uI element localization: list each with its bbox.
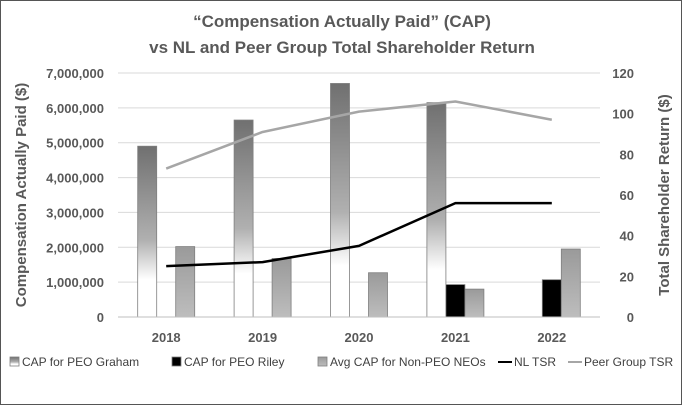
y-right-tick-label: 100 bbox=[612, 107, 634, 122]
y-right-tick-label: 80 bbox=[620, 147, 634, 162]
y-axis-left-label: Compensation Actually Paid ($) bbox=[13, 83, 30, 307]
y-right-tick-label: 20 bbox=[620, 269, 634, 284]
legend-label: NL TSR bbox=[514, 355, 556, 369]
legend-label: CAP for PEO Riley bbox=[184, 355, 284, 369]
bars bbox=[137, 83, 581, 318]
x-tick-label: 2020 bbox=[345, 330, 374, 345]
y-left-tick-label: 2,000,000 bbox=[46, 240, 104, 255]
line-peer-group-tsr bbox=[165, 100, 553, 170]
axes: 0 1,000,000 2,000,000 3,000,000 4,000,000 5,0… bbox=[46, 66, 634, 345]
y-left-tick-label: 3,000,000 bbox=[46, 205, 104, 220]
legend-swatch bbox=[317, 356, 328, 367]
y-right-tick-label: 40 bbox=[620, 229, 634, 244]
chart-title-line-2: vs NL and Peer Group Total Shareholder R… bbox=[149, 38, 535, 57]
tsr-lines bbox=[165, 100, 553, 268]
x-tick-label: 2022 bbox=[537, 330, 566, 345]
y-right-tick-label: 60 bbox=[620, 188, 634, 203]
bar-cap-for-peo-graham bbox=[233, 119, 254, 318]
y-left-tick-label: 1,000,000 bbox=[46, 275, 104, 290]
bar-avg-cap-for-non-peo-neos bbox=[560, 248, 581, 318]
bar-cap-for-peo-riley bbox=[541, 279, 562, 318]
bar-avg-cap-for-non-peo-neos bbox=[368, 272, 388, 318]
line-nl-tsr bbox=[166, 201, 552, 268]
bar-cap-for-peo-riley bbox=[445, 284, 466, 318]
y-right-tick-label: 0 bbox=[627, 310, 634, 325]
y-left-tick-label: 0 bbox=[97, 310, 104, 325]
y-left-tick-label: 7,000,000 bbox=[46, 66, 104, 81]
y-left-tick-label: 6,000,000 bbox=[46, 101, 104, 116]
bar-avg-cap-for-non-peo-neos bbox=[464, 288, 485, 318]
bar-cap-for-peo-graham bbox=[137, 145, 158, 318]
legend-swatch bbox=[9, 356, 20, 367]
y-left-tick-label: 4,000,000 bbox=[46, 171, 104, 186]
bar-avg-cap-for-non-peo-neos bbox=[271, 258, 292, 318]
x-tick-label: 2018 bbox=[152, 330, 181, 345]
bar-cap-for-peo-graham bbox=[330, 83, 350, 318]
legend-label: CAP for PEO Graham bbox=[22, 355, 139, 369]
y-right-tick-label: 120 bbox=[612, 66, 634, 81]
legend: CAP for PEO Graham CAP for PEO Riley Avg C… bbox=[9, 355, 673, 369]
legend-label: Peer Group TSR bbox=[584, 355, 673, 369]
y-left-tick-label: 5,000,000 bbox=[46, 136, 104, 151]
y-axis-right-label: Total Shareholder Return ($) bbox=[656, 94, 673, 295]
legend-swatch bbox=[171, 356, 182, 367]
x-tick-label: 2019 bbox=[248, 330, 277, 345]
legend-label: Avg CAP for Non-PEO NEOs bbox=[330, 355, 486, 369]
bar-avg-cap-for-non-peo-neos bbox=[175, 246, 196, 318]
chart-title-line-1: “Compensation Actually Paid” (CAP) bbox=[193, 12, 491, 31]
x-tick-label: 2021 bbox=[441, 330, 470, 345]
